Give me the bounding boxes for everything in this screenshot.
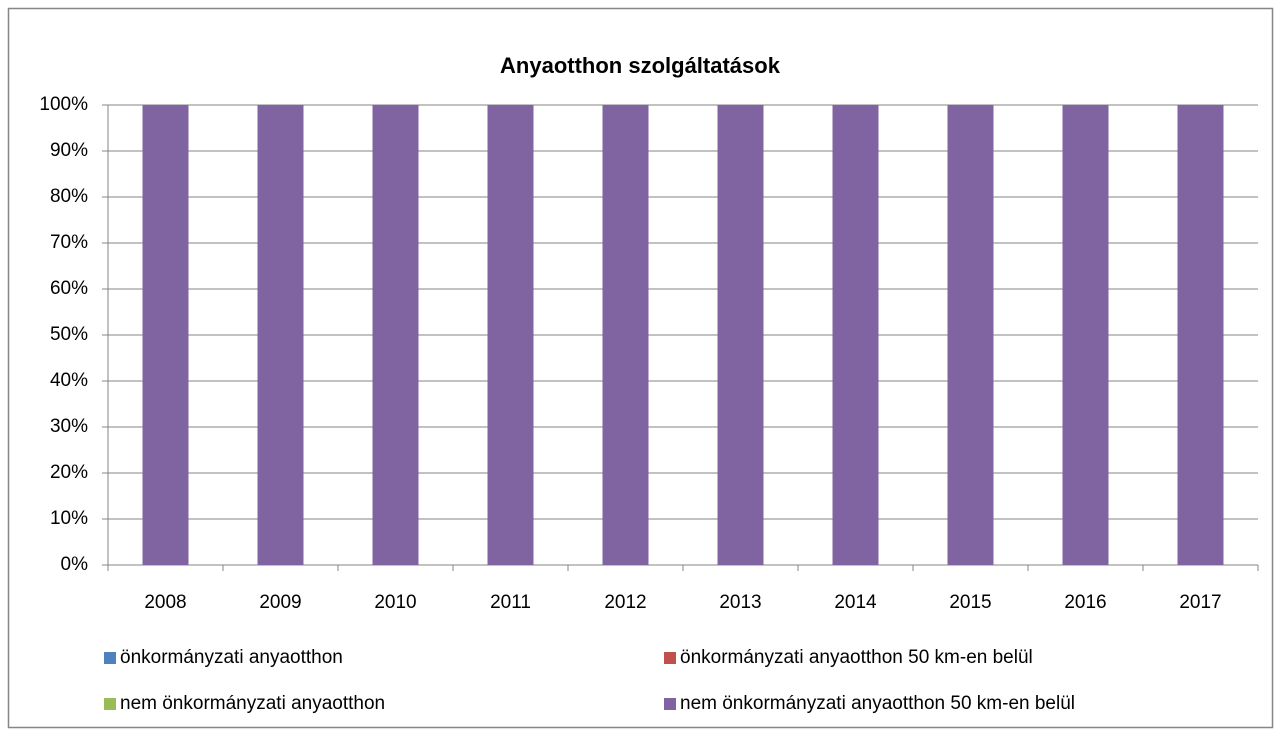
legend-swatch bbox=[104, 698, 116, 710]
x-tick-label: 2017 bbox=[1179, 592, 1221, 613]
legend-swatch bbox=[104, 652, 116, 664]
x-tick-label: 2010 bbox=[374, 592, 416, 613]
bar-segment bbox=[372, 105, 419, 565]
legend-swatch bbox=[664, 698, 676, 710]
bar-segment bbox=[947, 105, 994, 565]
y-tick-label: 80% bbox=[50, 186, 88, 207]
legend-label: önkormányzati anyaotthon 50 km-en belül bbox=[680, 647, 1033, 668]
bar-segment bbox=[257, 105, 304, 565]
bar-segment bbox=[1177, 105, 1224, 565]
x-tick-label: 2009 bbox=[259, 592, 301, 613]
bar-segment bbox=[717, 105, 764, 565]
bar-segment bbox=[142, 105, 189, 565]
bar-segment bbox=[487, 105, 534, 565]
y-tick-label: 20% bbox=[50, 462, 88, 483]
y-tick-label: 60% bbox=[50, 278, 88, 299]
y-tick-label: 50% bbox=[50, 324, 88, 345]
x-tick-label: 2015 bbox=[949, 592, 991, 613]
legend-swatch bbox=[664, 652, 676, 664]
y-tick-label: 40% bbox=[50, 370, 88, 391]
bar-segment bbox=[602, 105, 649, 565]
bar-segment bbox=[1062, 105, 1109, 565]
legend-label: nem önkormányzati anyaotthon bbox=[120, 693, 385, 714]
x-tick-label: 2011 bbox=[490, 592, 531, 613]
y-tick-label: 0% bbox=[61, 554, 89, 575]
x-tick-label: 2012 bbox=[604, 592, 646, 613]
x-tick-label: 2014 bbox=[834, 592, 877, 613]
x-tick-label: 2016 bbox=[1064, 592, 1106, 613]
chart-title: Anyaotthon szolgáltatások bbox=[500, 53, 781, 78]
y-tick-label: 30% bbox=[50, 416, 88, 437]
y-tick-label: 90% bbox=[50, 140, 88, 161]
y-tick-label: 100% bbox=[39, 94, 88, 115]
legend-label: önkormányzati anyaotthon bbox=[120, 647, 343, 668]
x-tick-label: 2013 bbox=[719, 592, 761, 613]
y-tick-label: 70% bbox=[50, 232, 88, 253]
x-tick-label: 2008 bbox=[144, 592, 186, 613]
legend-label: nem önkormányzati anyaotthon 50 km-en be… bbox=[680, 693, 1075, 714]
y-tick-label: 10% bbox=[50, 508, 88, 529]
bar-segment bbox=[832, 105, 879, 565]
